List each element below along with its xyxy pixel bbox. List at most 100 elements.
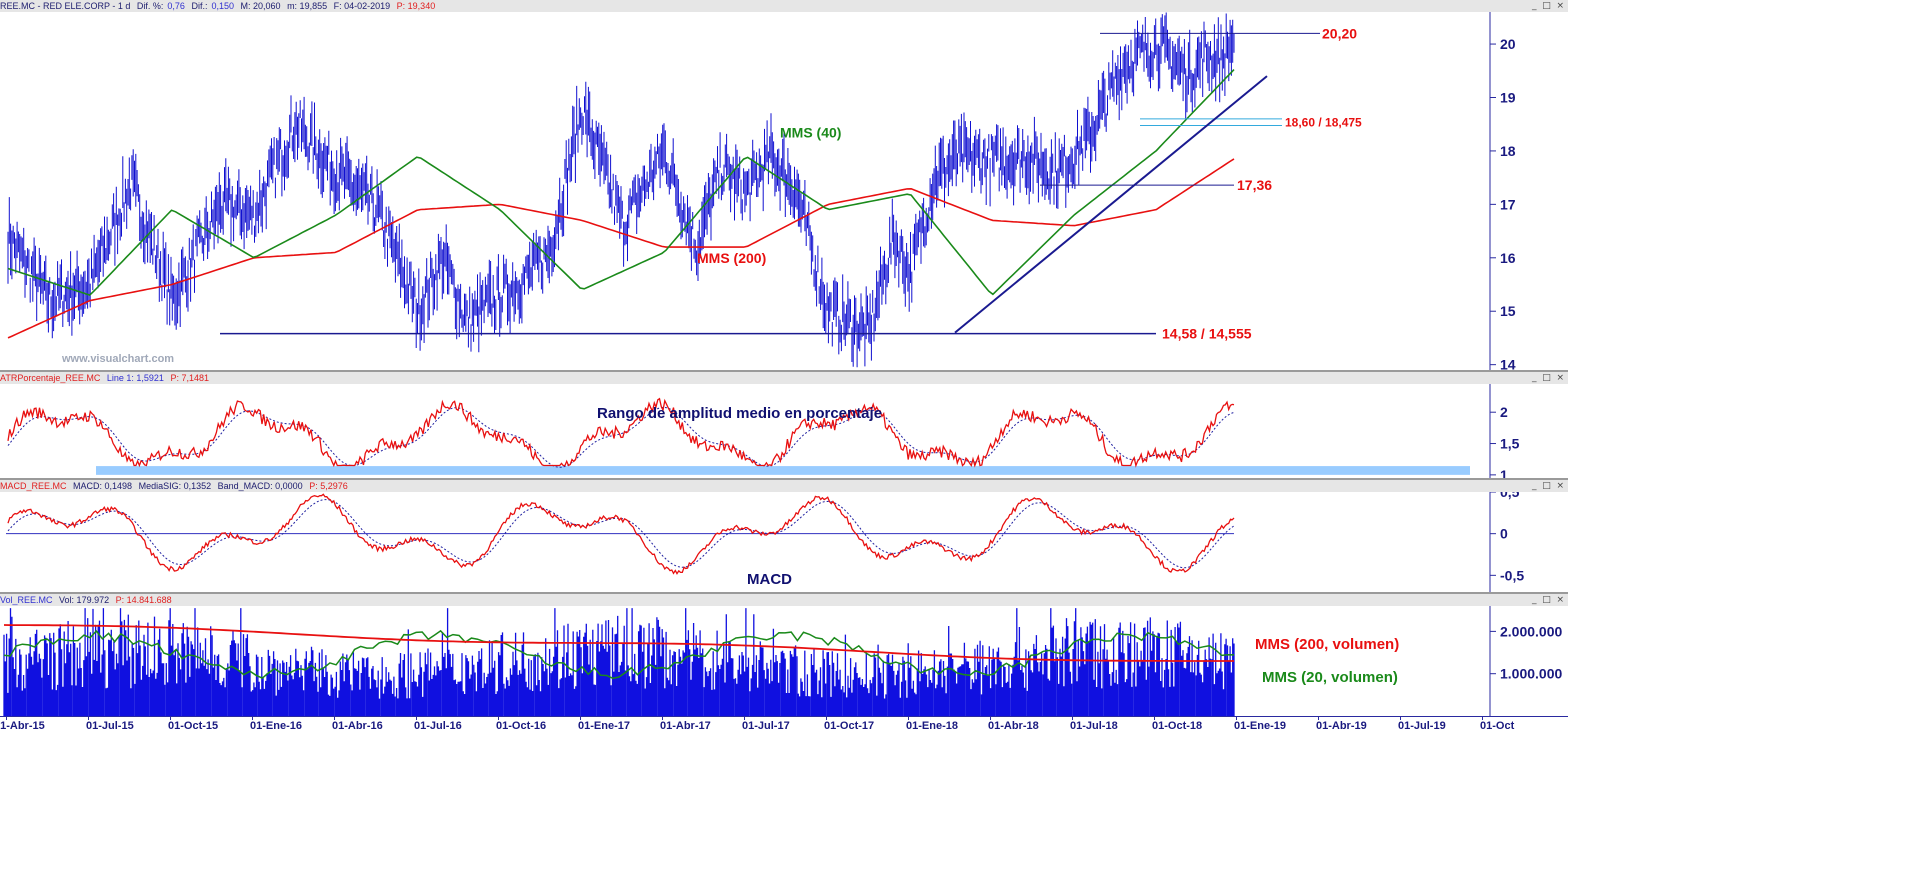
volume-panel: Vol_REE.MC Vol: 179.972 P: 14.841.688 _ …	[0, 594, 1568, 716]
macd-y-tick-label: 0	[1500, 526, 1508, 542]
x-axis-label: 01-Jul-15	[86, 720, 134, 732]
close-icon[interactable]: ×	[1556, 595, 1565, 605]
x-axis-tick	[908, 716, 909, 720]
minimize-icon[interactable]: _	[1532, 373, 1537, 383]
x-axis-label: 01-Jul-19	[1398, 720, 1446, 732]
x-axis-tick	[6, 716, 7, 720]
x-axis-label: 01-Oct-15	[168, 720, 219, 732]
price-y-tick-label: 16	[1500, 250, 1516, 266]
x-axis-tick	[580, 716, 581, 720]
x-axis-label: 01-Abr-17	[660, 720, 711, 732]
x-axis-tick	[1482, 716, 1483, 720]
x-axis-label: 01-Jul-17	[742, 720, 790, 732]
x-axis-tick	[498, 716, 499, 720]
atr-panel-header: ATRPorcentaje_REE.MC Line 1: 1,5921 P: 7…	[0, 372, 1568, 384]
panel-divider[interactable]	[0, 592, 1568, 594]
close-icon[interactable]: ×	[1556, 1, 1565, 11]
vol-value: Vol: 179.972	[59, 595, 110, 605]
x-axis-tick	[990, 716, 991, 720]
atr-y-tick-label: 1	[1500, 467, 1508, 478]
restore-icon[interactable]: □	[1542, 595, 1551, 605]
price-y-tick-label: 18	[1500, 143, 1516, 159]
macd-band-value: Band_MACD: 0,0000	[217, 481, 303, 491]
max-value: M: 20,060	[240, 1, 281, 11]
x-axis-label: 01-Abr-19	[1316, 720, 1367, 732]
atr-panel: ATRPorcentaje_REE.MC Line 1: 1,5921 P: 7…	[0, 372, 1568, 478]
x-axis-label: 01-Abr-15	[0, 720, 45, 732]
x-axis-label: 01-Ene-18	[906, 720, 958, 732]
date-value: F: 04-02-2019	[333, 1, 391, 11]
vol-mms200-label: MMS (200, volumen)	[1255, 636, 1399, 653]
x-axis-tick	[662, 716, 663, 720]
x-axis-divider	[0, 716, 1568, 717]
x-axis-label: 01-Jul-18	[1070, 720, 1118, 732]
vol-name: Vol_REE.MC	[0, 595, 53, 605]
panel-divider[interactable]	[0, 478, 1568, 480]
x-axis-label: 01-Oct-16	[496, 720, 547, 732]
close-icon[interactable]: ×	[1556, 481, 1565, 491]
atr-y-tick-label: 1,5	[1500, 436, 1520, 452]
volume-chart[interactable]: 1.000.000 2.000.000 MMS (200, volumen) MMS …	[0, 606, 1568, 716]
x-axis-tick	[744, 716, 745, 720]
macd-window-buttons: _ □ ×	[1532, 481, 1564, 491]
x-axis-tick	[826, 716, 827, 720]
x-axis-tick	[88, 716, 89, 720]
min-value: m: 19,855	[287, 1, 328, 11]
dif-pct-label: Dif. %:	[136, 1, 164, 11]
atr-low-zone	[96, 466, 1470, 475]
mms40-label: MMS (40)	[780, 125, 841, 141]
macd-signal-value: MediaSIG: 0,1352	[138, 481, 212, 491]
price-bars	[7, 12, 1235, 368]
restore-icon[interactable]: □	[1542, 1, 1551, 11]
price-y-tick-label: 20	[1500, 36, 1516, 52]
x-axis-label: 01-Abr-18	[988, 720, 1039, 732]
atr-signal-line	[7, 406, 1235, 468]
price-panel-header: REE.MC - RED ELE.CORP - 1 d Dif. %: 0,76 …	[0, 0, 1568, 12]
symbol-label: REE.MC - RED ELE.CORP - 1 d	[0, 1, 131, 11]
price-y-tick-label: 19	[1500, 89, 1516, 105]
macd-price-value: P: 5,2976	[309, 481, 348, 491]
x-axis-label: 01-Oct	[1480, 720, 1515, 732]
atr-window-buttons: _ □ ×	[1532, 373, 1564, 383]
x-axis-label: 01-Ene-19	[1234, 720, 1286, 732]
vol-y-tick-label: 2.000.000	[1500, 623, 1562, 639]
price-y-tick-label: 17	[1500, 196, 1516, 212]
minimize-icon[interactable]: _	[1532, 595, 1537, 605]
volume-panel-header: Vol_REE.MC Vol: 179.972 P: 14.841.688	[0, 594, 1568, 606]
price-y-tick-label: 14	[1500, 357, 1516, 370]
vol-price-value: P: 14.841.688	[115, 595, 172, 605]
price-y-tick-label: 15	[1500, 303, 1516, 319]
atr-line-value: Line 1: 1,5921	[106, 373, 164, 383]
watermark-text: www.visualchart.com	[61, 353, 174, 365]
macd-line	[7, 493, 1235, 575]
restore-icon[interactable]: □	[1542, 481, 1551, 491]
trend-line	[954, 75, 1268, 334]
dif-value: 0,150	[211, 1, 234, 11]
vol-y-tick-label: 1.000.000	[1500, 666, 1562, 682]
macd-y-tick-label: 0,5	[1500, 492, 1520, 500]
price-panel: REE.MC - RED ELE.CORP - 1 d Dif. %: 0,76 …	[0, 0, 1568, 370]
x-axis-tick	[416, 716, 417, 720]
volume-bars	[3, 608, 1235, 716]
atr-title-label: Rango de amplitud medio en porcentaje	[597, 405, 882, 422]
atr-chart[interactable]: 1 1,5 2 Rango de amplitud medio en porcenta…	[0, 384, 1568, 478]
close-icon[interactable]: ×	[1556, 373, 1565, 383]
price-value: P: 19,340	[396, 1, 436, 11]
x-axis-label: 01-Ene-16	[250, 720, 302, 732]
x-axis-tick	[1236, 716, 1237, 720]
price-chart[interactable]: 14 15 16 17 18 19 20 20,20 18,60 / 18,475 17,36 14…	[0, 12, 1568, 370]
restore-icon[interactable]: □	[1542, 373, 1551, 383]
level-label-1736: 17,36	[1237, 177, 1272, 193]
minimize-icon[interactable]: _	[1532, 1, 1537, 11]
dif-pct-value: 0,76	[167, 1, 185, 11]
vol-mms20-label: MMS (20, volumen)	[1262, 669, 1398, 686]
x-axis-tick	[1318, 716, 1319, 720]
mms200-label: MMS (200)	[697, 250, 766, 266]
macd-chart[interactable]: 0,5 0 -0,5 MACD	[0, 492, 1568, 592]
x-axis-label: 01-Oct-18	[1152, 720, 1203, 732]
panel-divider[interactable]	[0, 370, 1568, 372]
macd-name: MACD_REE.MC	[0, 481, 67, 491]
mms40-line	[7, 69, 1235, 297]
minimize-icon[interactable]: _	[1532, 481, 1537, 491]
x-axis-tick	[334, 716, 335, 720]
